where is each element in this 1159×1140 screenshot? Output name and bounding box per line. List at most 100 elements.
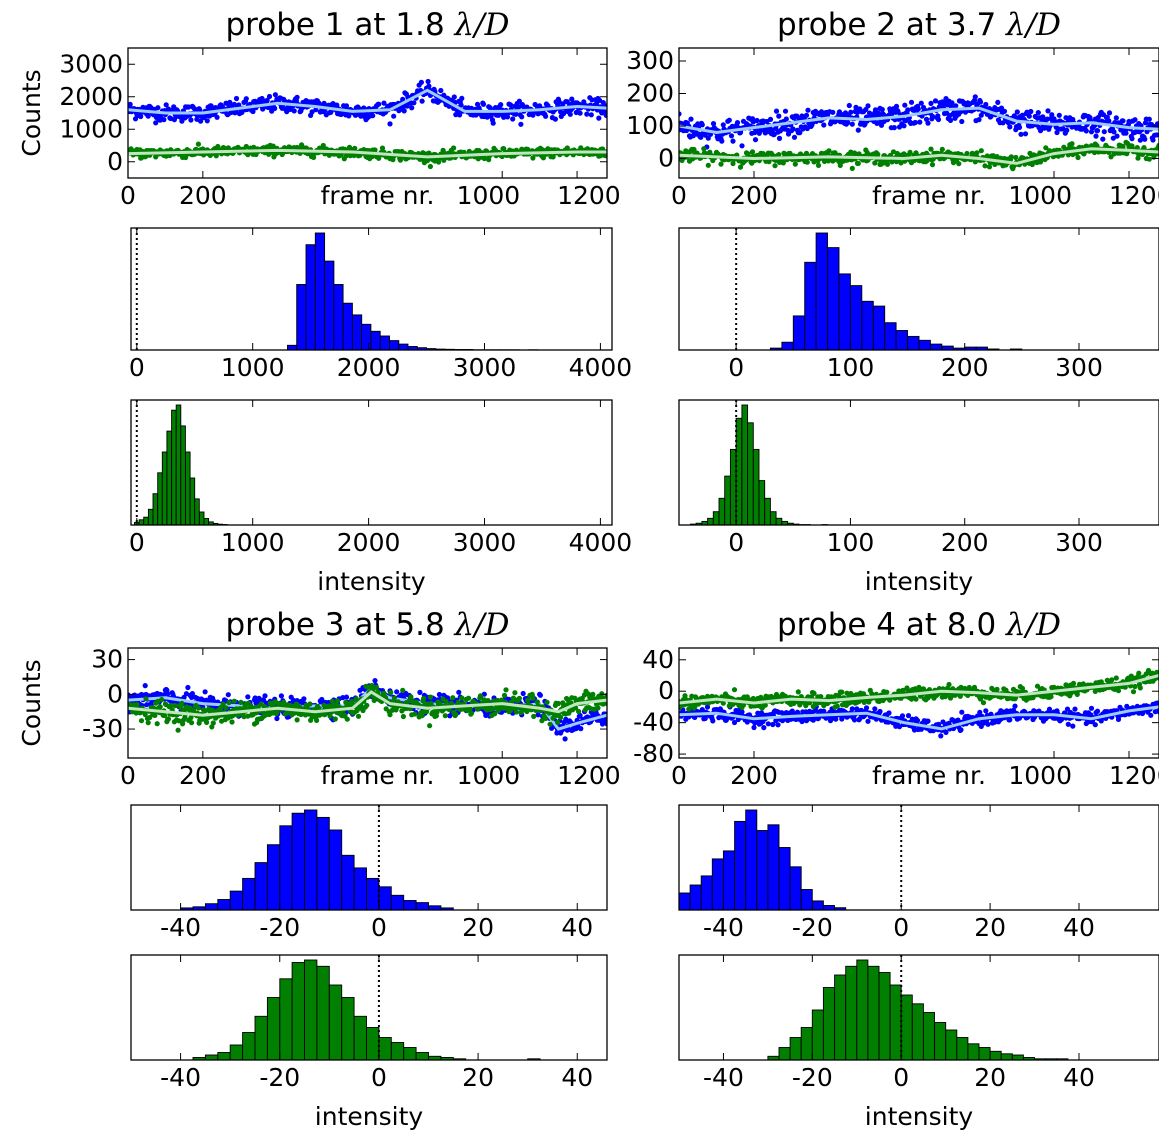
data-point [161,117,167,123]
data-point [1070,723,1076,729]
histogram-bar [712,511,720,525]
data-point [851,717,858,723]
data-point [1150,137,1156,143]
data-point [352,145,358,151]
data-point [702,715,708,722]
data-point [849,706,855,712]
data-point [185,684,191,691]
data-point [278,693,284,699]
data-point [573,705,579,711]
data-point [530,695,536,701]
data-point [815,715,822,721]
histogram-bar [305,244,316,350]
data-point [241,714,247,720]
x-tick-label: 0 [728,353,744,382]
data-point [959,709,965,715]
data-point [555,700,562,707]
x-tick-label: 40 [561,913,593,942]
data-point [229,719,235,725]
data-point [744,719,750,725]
histogram-bar [242,1032,256,1060]
data-point [872,706,878,712]
data-point [1101,129,1107,135]
data-point [487,105,493,111]
data-point [409,105,415,111]
data-point [773,108,780,114]
x-tick-label: 200 [179,181,227,210]
data-point [947,117,954,123]
axes-frame [127,647,608,759]
data-point [1146,156,1152,162]
data-point [1001,155,1008,162]
data-point [544,699,550,705]
data-point [976,117,982,123]
histogram-bar [217,1052,231,1060]
data-point [427,163,433,170]
x-tick-label: 0 [129,528,145,557]
series-line [679,705,1159,731]
data-point [426,83,432,89]
histogram-bar [827,247,840,350]
data-point [765,721,771,727]
data-point [531,713,537,720]
data-point [1129,143,1135,149]
y-axis-label: Counts [17,659,46,746]
data-point [739,709,745,715]
data-point [880,160,886,166]
plot-area [135,228,539,350]
data-point [974,150,980,156]
data-point [911,727,918,733]
data-point [516,104,522,110]
histogram-bar [929,343,943,350]
x-tick-label: 1200 [557,181,621,210]
title-prefix: probe 1 at 1.8 [225,7,454,43]
plot-area [679,667,1159,739]
x-axis-label: frame nr. [321,761,435,790]
histogram-bar [378,1037,392,1060]
x-tick-label: -40 [160,1063,201,1092]
data-point [172,703,178,709]
data-point [381,690,387,696]
data-point [1111,129,1117,135]
data-point [1154,700,1159,706]
y-tick-label: 100 [626,111,674,140]
data-point [762,702,768,708]
data-point [728,133,735,139]
data-point [400,687,406,694]
data-point [731,719,738,726]
histogram-bar [171,409,177,525]
data-point [589,97,595,103]
axes-frame [127,47,608,179]
data-point [477,693,484,699]
data-point [243,143,249,150]
data-point [209,724,215,730]
data-point [983,101,989,108]
histogram-bar [366,1027,380,1060]
data-point [245,694,251,700]
data-point [1037,159,1044,165]
data-point [1007,717,1013,723]
data-point [978,148,984,154]
data-point [783,116,789,122]
x-axis-label: intensity [315,1102,424,1131]
data-point [376,101,382,107]
histogram-bar [266,997,281,1060]
data-point [1026,113,1032,119]
data-point [372,147,378,153]
histogram-bar [861,300,874,350]
data-point [1040,114,1046,120]
data-point [1106,118,1112,124]
data-point [529,691,535,698]
plot-area [192,955,541,1060]
data-point [914,717,921,724]
x-tick-label: -40 [160,913,201,942]
data-point [751,724,757,731]
data-point [335,698,341,704]
data-point [767,116,774,122]
title-prefix: probe 2 at 3.7 [777,7,1006,43]
data-point [215,143,221,150]
plot-area [679,94,1159,172]
histogram-bar [403,900,417,910]
data-point [480,101,487,107]
